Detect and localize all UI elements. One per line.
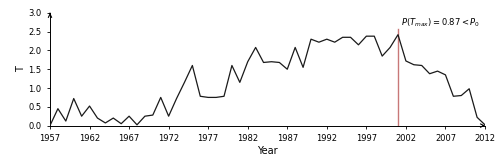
Y-axis label: T: T: [16, 66, 26, 72]
X-axis label: Year: Year: [257, 146, 278, 156]
Text: $P(T_{max})=0.87<P_0$: $P(T_{max})=0.87<P_0$: [401, 16, 480, 29]
